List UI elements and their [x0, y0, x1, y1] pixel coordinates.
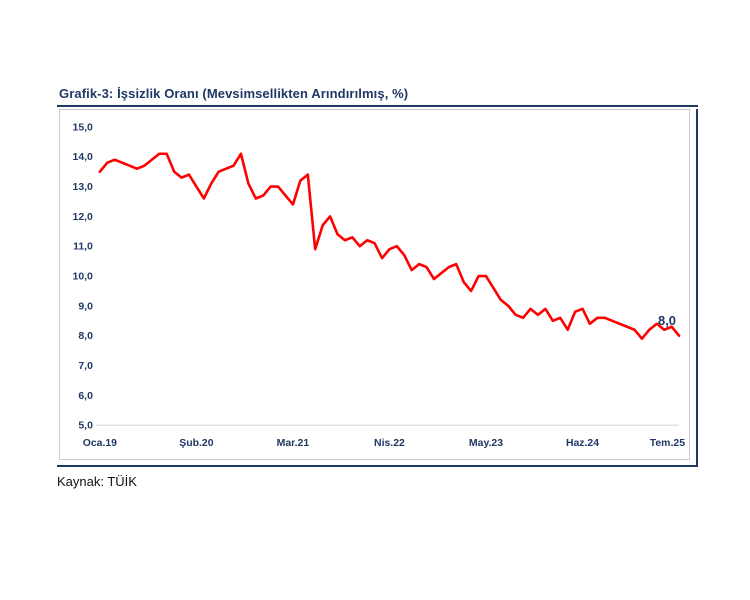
x-tick-label: Oca.19	[83, 438, 117, 449]
y-tick-label: 6,0	[78, 391, 93, 402]
chart-frame: 15,0 14,0 13,0 12,0 11,0 10,0 9,0 8,0 7,0 6,0 5,0 O…	[57, 109, 698, 467]
x-tick-label: Nis.22	[374, 438, 405, 449]
last-point-label: 8,0	[658, 313, 676, 328]
source-label: Kaynak: TÜİK	[57, 474, 137, 489]
x-tick-label: Haz.24	[566, 438, 599, 449]
chart-title: Grafik-3: İşsizlik Oranı (Mevsimsellikte…	[57, 86, 698, 107]
y-tick-label: 5,0	[78, 421, 93, 432]
y-tick-label: 12,0	[73, 212, 94, 223]
x-tick-label: Mar.21	[277, 438, 310, 449]
y-tick-label: 11,0	[73, 242, 93, 253]
x-tick-label: May.23	[469, 438, 503, 449]
y-tick-label: 14,0	[73, 152, 94, 163]
unemployment-line-chart: 15,0 14,0 13,0 12,0 11,0 10,0 9,0 8,0 7,0 6,0 5,0 O…	[73, 122, 686, 449]
chart-panel: Grafik-3: İşsizlik Oranı (Mevsimsellikte…	[57, 86, 698, 489]
y-tick-label: 10,0	[73, 272, 94, 283]
y-tick-label: 15,0	[73, 122, 94, 133]
x-tick-label: Tem.25	[650, 438, 685, 449]
unemployment-line	[98, 152, 681, 340]
y-tick-label: 13,0	[73, 182, 94, 193]
y-tick-label: 7,0	[78, 361, 93, 372]
plot-area-frame: 15,0 14,0 13,0 12,0 11,0 10,0 9,0 8,0 7,0 6,0 5,0 O…	[59, 109, 690, 460]
x-tick-label: Şub.20	[179, 438, 213, 449]
y-tick-label: 9,0	[78, 301, 93, 312]
y-tick-label: 8,0	[78, 331, 93, 342]
